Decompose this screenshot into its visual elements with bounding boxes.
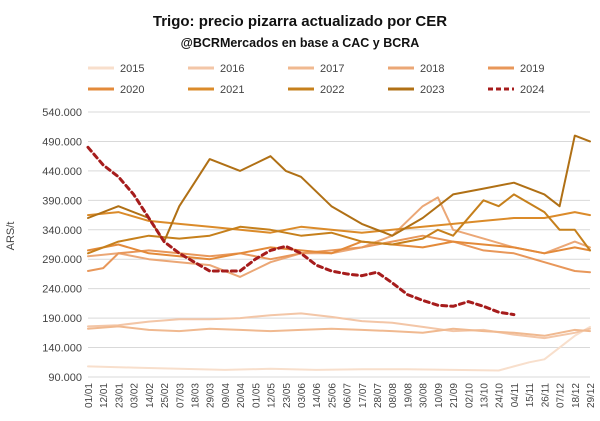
y-tick-label: 440.000 [42,166,82,178]
y-tick-label: 140.000 [42,343,82,355]
x-tick-label: 29/12 [586,383,597,408]
y-tick-label: 390.000 [42,195,82,207]
x-tick-label: 01/05 [251,383,262,408]
series-line-2021 [87,211,591,234]
x-tick-label: 12/05 [267,383,278,408]
x-tick-label: 26/11 [540,383,551,408]
legend-label-2019: 2019 [520,63,544,75]
series-line-2022 [87,193,591,255]
legend-label-2020: 2020 [120,84,144,96]
x-tick-label: 23/05 [282,383,293,408]
legend-label-2022: 2022 [320,84,344,96]
legend-label-2016: 2016 [220,63,244,75]
series-line-2015 [87,325,591,372]
series-line-2024 [86,145,516,317]
chart-title: Trigo: precio pizarra actualizado por CE… [153,13,447,30]
x-tick-label: 18/03 [190,383,201,408]
y-tick-label: 240.000 [42,284,82,296]
x-tick-label: 07/03 [175,383,186,408]
y-tick-label: 90.000 [48,372,82,384]
y-tick-label: 490.000 [42,136,82,148]
y-axis-ticks: 90.000 140.000 190.000 240.000 290.000 340.00… [42,107,82,384]
x-tick-label: 15/11 [525,383,536,408]
legend-label-2017: 2017 [320,63,344,75]
series-line-2020 [87,240,591,261]
series-line-2023 [87,134,591,243]
series-lines [86,134,591,372]
x-tick-label: 20/04 [236,383,247,408]
legend-label-2023: 2023 [420,84,444,96]
x-tick-label: 28/07 [373,383,384,408]
x-tick-label: 02/10 [464,383,475,408]
legend-label-2024: 2024 [520,84,544,96]
x-tick-label: 24/10 [495,383,506,408]
y-tick-label: 290.000 [42,254,82,266]
x-tick-label: 09/04 [221,383,232,408]
x-tick-label: 14/06 [312,383,323,408]
y-tick-label: 540.000 [42,107,82,119]
legend-label-2015: 2015 [120,63,144,75]
y-tick-label: 340.000 [42,225,82,237]
x-tick-label: 18/12 [571,383,582,408]
legend-label-2018: 2018 [420,63,444,75]
x-tick-label: 25/06 [327,383,338,408]
x-tick-label: 08/08 [388,383,399,408]
x-tick-label: 19/08 [403,383,414,408]
x-tick-label: 07/12 [556,383,567,408]
x-tick-label: 23/01 [114,383,125,408]
legend: 2015 2016 2017 2018 2019 2020 2021 2022 2023 2024 [88,63,544,96]
x-tick-label: 13/10 [480,383,491,408]
x-tick-label: 12/01 [99,383,110,408]
x-tick-label: 01/01 [84,383,95,408]
x-tick-label: 25/02 [160,383,171,408]
chart-subtitle: @BCRMercados en base a CAC y BCRA [181,36,420,50]
x-tick-label: 10/09 [434,383,445,408]
x-tick-label: 29/03 [206,383,217,408]
x-tick-label: 06/07 [343,383,354,408]
series-line-2016 [87,312,591,340]
x-tick-label: 30/08 [419,383,430,408]
x-tick-label: 03/06 [297,383,308,408]
series-line-2019 [87,234,591,274]
x-tick-label: 14/02 [145,383,156,408]
x-tick-label: 21/09 [449,383,460,408]
y-tick-label: 190.000 [42,313,82,325]
y-axis-label: ARS/t [5,222,17,251]
x-tick-label: 04/11 [510,383,521,408]
x-tick-label: 17/07 [358,383,369,408]
legend-label-2021: 2021 [220,84,244,96]
x-tick-label: 03/02 [130,383,141,408]
series-line-2017 [87,325,591,337]
x-axis-ticks: 01/01 12/01 23/01 03/02 14/02 25/02 07/03 18/03… [84,383,597,408]
